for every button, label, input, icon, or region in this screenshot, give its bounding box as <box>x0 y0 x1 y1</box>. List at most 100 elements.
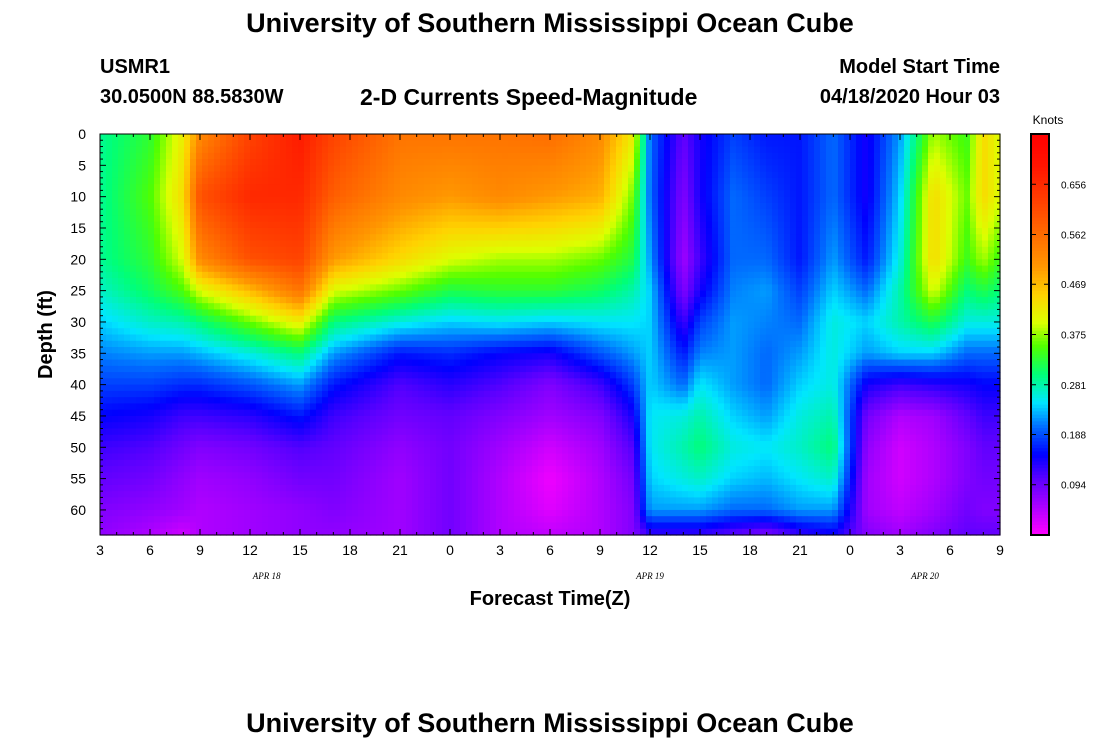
heatmap-cell <box>322 196 329 204</box>
heatmap-cell <box>316 309 323 317</box>
heatmap-cell <box>358 415 365 423</box>
heatmap-cell <box>310 221 317 229</box>
heatmap-cell <box>214 359 221 367</box>
heatmap-cell <box>112 353 119 361</box>
heatmap-cell <box>316 453 323 461</box>
heatmap-cell <box>292 522 299 530</box>
heatmap-cell <box>184 202 191 210</box>
heatmap-cell <box>556 503 563 511</box>
heatmap-cell <box>382 315 389 323</box>
heatmap-cell <box>436 422 443 430</box>
heatmap-cell <box>244 340 251 348</box>
heatmap-cell <box>484 441 491 448</box>
heatmap-cell <box>154 315 161 323</box>
heatmap-cell <box>436 390 443 398</box>
heatmap-cell <box>526 509 533 517</box>
heatmap-cell <box>484 516 491 524</box>
heatmap-cell <box>148 184 155 191</box>
heatmap-cell <box>376 509 383 517</box>
heatmap-cell <box>382 403 389 411</box>
heatmap-cell <box>406 278 413 285</box>
heatmap-cell <box>352 152 359 160</box>
heatmap-cell <box>394 240 401 248</box>
heatmap-cell <box>406 177 413 185</box>
heatmap-cell <box>376 215 383 223</box>
heatmap-cell <box>388 372 395 379</box>
heatmap-cell <box>136 428 143 436</box>
heatmap-cell <box>412 334 419 342</box>
heatmap-cell <box>280 409 287 417</box>
heatmap-cell <box>214 441 221 448</box>
heatmap-cell <box>436 340 443 348</box>
heatmap-cell <box>544 466 551 473</box>
heatmap-cell <box>136 466 143 473</box>
heatmap-cell <box>106 459 113 467</box>
heatmap-cell <box>256 159 263 166</box>
heatmap-cell <box>544 202 551 210</box>
heatmap-cell <box>544 334 551 342</box>
heatmap-cell <box>112 397 119 405</box>
heatmap-cell <box>274 378 281 386</box>
heatmap-cell <box>184 227 191 235</box>
heatmap-cell <box>508 459 515 467</box>
heatmap-cell <box>538 328 545 336</box>
heatmap-cell <box>370 528 377 536</box>
heatmap-cell <box>502 334 509 342</box>
heatmap-cell <box>448 278 455 285</box>
heatmap-cell <box>244 140 251 148</box>
heatmap-cell <box>412 422 419 430</box>
heatmap-cell <box>466 296 473 304</box>
heatmap-cell <box>280 372 287 379</box>
heatmap-cell <box>442 265 449 273</box>
heatmap-cell <box>274 459 281 467</box>
heatmap-cell <box>166 259 173 267</box>
heatmap-cell <box>514 328 521 336</box>
heatmap-cell <box>532 184 539 191</box>
heatmap-cell <box>202 271 209 279</box>
heatmap-cell <box>424 497 431 505</box>
heatmap-cell <box>148 422 155 430</box>
heatmap-cell <box>346 146 353 154</box>
heatmap-cell <box>382 378 389 386</box>
heatmap-cell <box>466 497 473 505</box>
heatmap-cell <box>136 497 143 505</box>
heatmap-cell <box>214 177 221 185</box>
heatmap-cell <box>406 221 413 229</box>
heatmap-cell <box>190 397 197 405</box>
heatmap-cell <box>478 484 485 492</box>
heatmap-cell <box>154 134 161 141</box>
heatmap-cell <box>388 209 395 217</box>
heatmap-cell <box>502 284 509 292</box>
heatmap-cell <box>262 259 269 267</box>
heatmap-cell <box>262 234 269 242</box>
heatmap-cell <box>262 152 269 160</box>
heatmap-cell <box>490 227 497 235</box>
heatmap-cell <box>388 334 395 342</box>
heatmap-cell <box>370 390 377 398</box>
heatmap-cell <box>346 171 353 179</box>
heatmap-cell <box>298 353 305 361</box>
heatmap-cell <box>262 328 269 336</box>
heatmap-cell <box>214 146 221 154</box>
heatmap-cell <box>346 359 353 367</box>
heatmap-cell <box>244 403 251 411</box>
heatmap-cell <box>118 459 125 467</box>
heatmap-cell <box>508 390 515 398</box>
heatmap-cell <box>148 466 155 473</box>
heatmap-cell <box>172 171 179 179</box>
heatmap-cell <box>340 259 347 267</box>
heatmap-cell <box>232 372 239 379</box>
heatmap-cell <box>106 466 113 473</box>
heatmap-cell <box>322 253 329 260</box>
heatmap-cell <box>298 359 305 367</box>
heatmap-cell <box>202 447 209 455</box>
heatmap-cell <box>532 403 539 411</box>
heatmap-cell <box>334 159 341 166</box>
heatmap-cell <box>142 177 149 185</box>
heatmap-cell <box>484 196 491 204</box>
heatmap-cell <box>526 202 533 210</box>
heatmap-cell <box>496 202 503 210</box>
heatmap-cell <box>496 522 503 530</box>
heatmap-cell <box>334 390 341 398</box>
heatmap-cell <box>478 528 485 536</box>
